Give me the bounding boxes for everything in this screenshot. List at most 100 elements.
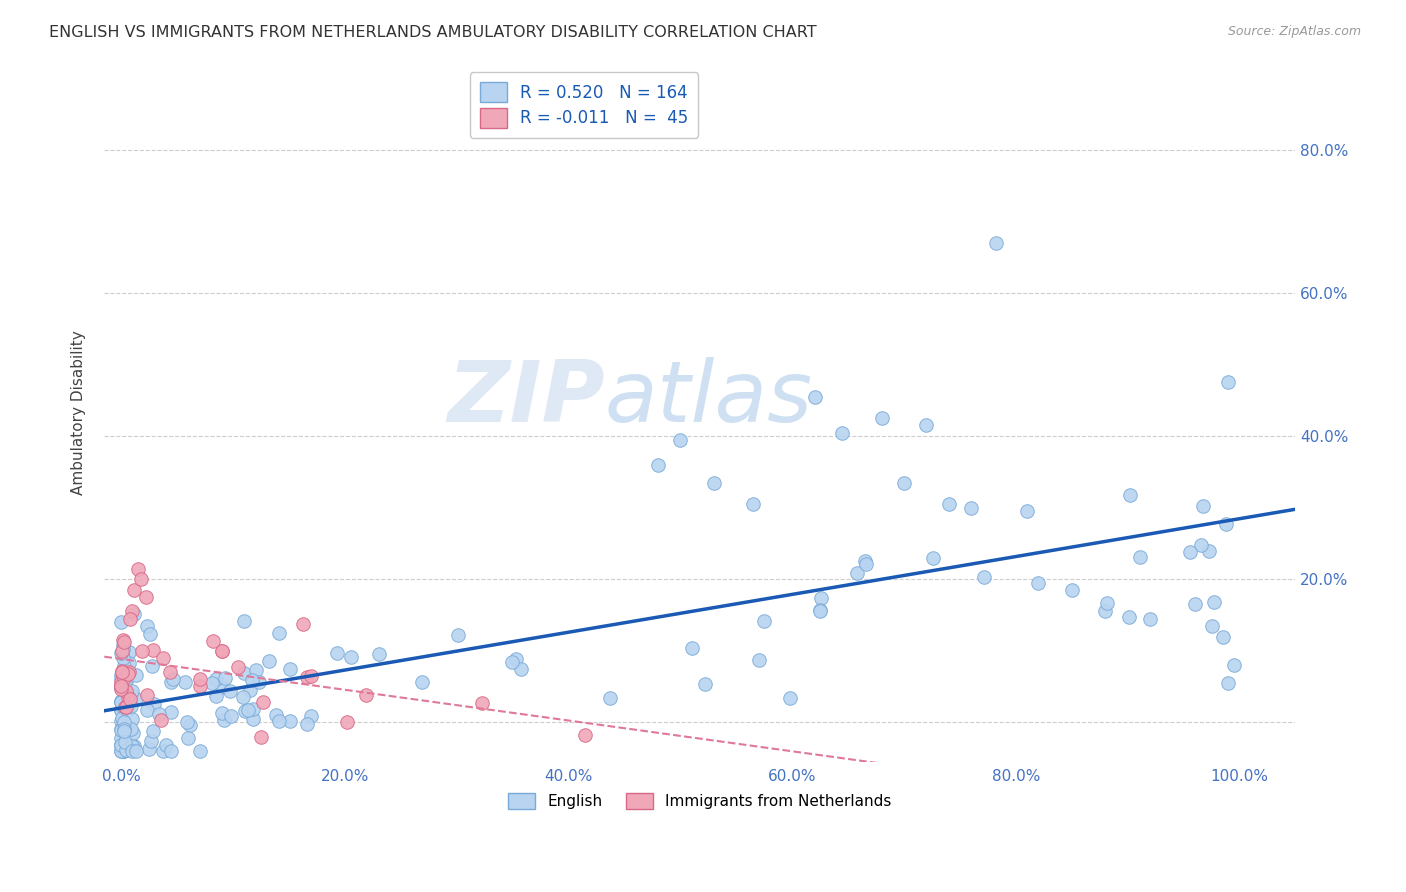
Point: [138, 626, 160, 640]
Point: [114, 691, 136, 706]
Point: [121, 689, 143, 703]
Point: [114, 683, 136, 698]
Point: [247, 675, 270, 690]
Point: [162, 672, 184, 686]
Point: [204, 690, 226, 704]
Point: [1129, 549, 1152, 564]
Point: [110, 722, 132, 736]
Point: [471, 696, 494, 710]
Point: [110, 668, 132, 682]
Point: [125, 744, 148, 758]
Point: [111, 744, 134, 758]
Point: [112, 723, 135, 738]
Point: [1218, 676, 1240, 690]
Point: [110, 744, 132, 758]
Point: [205, 672, 228, 686]
Point: [173, 674, 195, 689]
Point: [250, 730, 273, 744]
Point: [110, 723, 132, 737]
Point: [112, 632, 135, 647]
Point: [112, 668, 135, 682]
Point: [278, 662, 301, 676]
Point: [278, 714, 301, 729]
Point: [114, 700, 136, 714]
Point: [1026, 575, 1049, 590]
Point: [121, 605, 143, 619]
Point: [121, 739, 143, 754]
Point: [112, 701, 135, 715]
Point: [242, 712, 264, 726]
Point: [111, 744, 134, 758]
Point: [120, 722, 142, 736]
Point: [118, 692, 141, 706]
Point: [808, 603, 831, 617]
Point: [973, 570, 995, 584]
Point: [114, 674, 136, 689]
Point: [505, 651, 527, 665]
Point: [269, 714, 291, 728]
Point: [1119, 487, 1142, 501]
Point: [870, 411, 893, 425]
Point: [233, 666, 256, 681]
Point: [110, 681, 132, 696]
Point: [295, 670, 318, 684]
Point: [110, 645, 132, 659]
Point: [188, 679, 211, 693]
Point: [354, 688, 377, 702]
Point: [176, 714, 198, 729]
Point: [681, 640, 703, 655]
Point: [242, 702, 264, 716]
Point: [368, 647, 391, 661]
Point: [136, 703, 159, 717]
Point: [141, 659, 163, 673]
Point: [112, 724, 135, 739]
Point: [114, 742, 136, 756]
Text: atlas: atlas: [605, 358, 813, 441]
Point: [112, 714, 135, 729]
Point: [114, 739, 136, 753]
Point: [111, 665, 134, 679]
Point: [1094, 605, 1116, 619]
Point: [117, 690, 139, 704]
Point: [188, 672, 211, 686]
Point: [135, 590, 157, 604]
Point: [1212, 630, 1234, 644]
Point: [111, 670, 134, 684]
Point: [115, 703, 138, 717]
Point: [110, 646, 132, 660]
Point: [211, 706, 233, 720]
Point: [201, 634, 224, 648]
Point: [245, 663, 267, 677]
Point: [110, 731, 132, 745]
Point: [1191, 538, 1213, 552]
Point: [1097, 596, 1119, 610]
Point: [831, 425, 853, 440]
Point: [110, 695, 132, 709]
Point: [922, 550, 945, 565]
Point: [238, 703, 260, 717]
Text: Source: ZipAtlas.com: Source: ZipAtlas.com: [1227, 25, 1361, 38]
Point: [110, 739, 132, 753]
Point: [111, 644, 134, 658]
Point: [240, 673, 263, 687]
Point: [149, 713, 172, 727]
Point: [1178, 545, 1201, 559]
Point: [138, 741, 160, 756]
Point: [984, 235, 1007, 250]
Point: [1201, 619, 1223, 633]
Point: [129, 572, 152, 586]
Point: [125, 668, 148, 682]
Point: [110, 680, 132, 694]
Point: [112, 671, 135, 685]
Point: [110, 695, 132, 709]
Point: [155, 738, 177, 752]
Point: [142, 697, 165, 711]
Point: [118, 645, 141, 659]
Point: [112, 744, 135, 758]
Point: [159, 744, 181, 758]
Point: [111, 651, 134, 665]
Point: [121, 712, 143, 726]
Point: [340, 649, 363, 664]
Point: [509, 662, 531, 676]
Point: [131, 644, 153, 658]
